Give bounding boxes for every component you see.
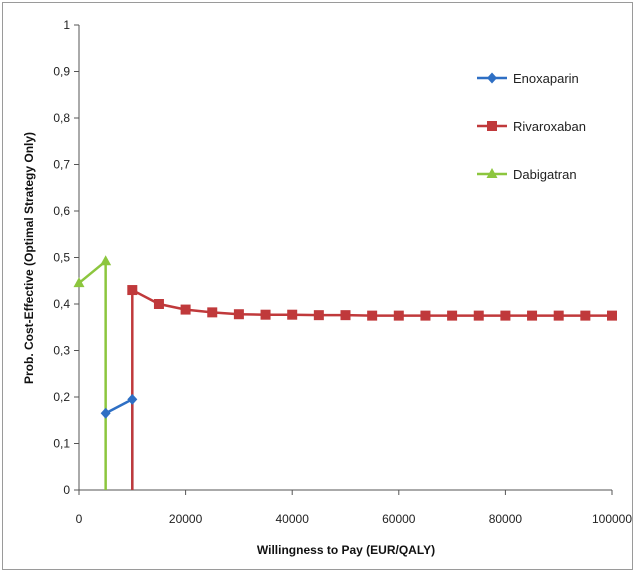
y-tick-label: 0,5 (53, 251, 70, 265)
data-point (180, 304, 191, 315)
legend-marker (486, 168, 498, 178)
drop-lines (104, 261, 134, 490)
data-point (287, 309, 298, 320)
legend-entry-enoxaparin: Enoxaparin (477, 71, 579, 86)
y-tick-label: 0,6 (53, 204, 70, 218)
legend-marker (487, 72, 497, 84)
legend: Enoxaparin Rivaroxaban Dabigatran (477, 71, 586, 182)
data-point (233, 309, 244, 320)
series-dabigatran (73, 255, 112, 288)
x-tick-label: 100000 (592, 512, 632, 526)
y-tick-label: 0,3 (53, 344, 70, 358)
data-point (73, 277, 85, 288)
data-point (153, 299, 164, 309)
data-point (100, 407, 111, 419)
series-line (105, 398, 133, 415)
x-tick-label: 20000 (169, 512, 203, 526)
data-point (580, 310, 591, 321)
legend-label: Rivaroxaban (513, 119, 586, 134)
legend-entry-dabigatran: Dabigatran (477, 167, 577, 182)
x-tick-label: 60000 (382, 512, 416, 526)
y-tick-label: 0,2 (53, 390, 70, 404)
data-point (553, 310, 564, 321)
y-tick-label: 0,7 (53, 158, 70, 172)
legend-label: Enoxaparin (513, 71, 579, 86)
y-tick-label: 0,1 (53, 437, 70, 451)
x-tick-label: 0 (76, 512, 83, 526)
data-point (607, 310, 617, 321)
legend-entry-rivaroxaban: Rivaroxaban (477, 119, 586, 134)
x-axis-title: Willingness to Pay (EUR/QALY) (257, 543, 435, 557)
series-rivaroxaban (127, 285, 617, 321)
legend-marker (487, 121, 497, 131)
data-point (340, 310, 351, 321)
y-axis-title: Prob. Cost-Effective (Optimal Strategy O… (22, 132, 36, 384)
legend-label: Dabigatran (513, 167, 577, 182)
y-tick-label: 0,4 (53, 297, 70, 311)
series-layer (73, 255, 617, 419)
data-point (500, 310, 511, 321)
data-point (393, 310, 404, 321)
y-tick-label: 0,8 (53, 111, 70, 125)
y-tick-label: 0,9 (53, 65, 70, 79)
data-point (100, 255, 112, 266)
y-tick-label: 1 (63, 18, 70, 32)
data-point (367, 310, 378, 321)
data-point (447, 310, 458, 321)
axes (74, 24, 613, 495)
tick-labels: 0 0,1 0,2 0,3 0,4 0,5 0,6 0,7 0,8 0,9 1 0 20000 40000… (53, 18, 632, 526)
data-point (473, 310, 484, 321)
data-point (313, 310, 324, 321)
data-point (527, 310, 538, 321)
data-point (207, 307, 218, 318)
data-point (420, 310, 431, 321)
x-tick-label: 40000 (276, 512, 310, 526)
data-point (127, 285, 138, 296)
x-tick-label: 80000 (489, 512, 523, 526)
data-point (260, 309, 271, 320)
series-enoxaparin (100, 393, 138, 419)
y-tick-label: 0 (63, 483, 70, 497)
data-point (127, 393, 138, 405)
